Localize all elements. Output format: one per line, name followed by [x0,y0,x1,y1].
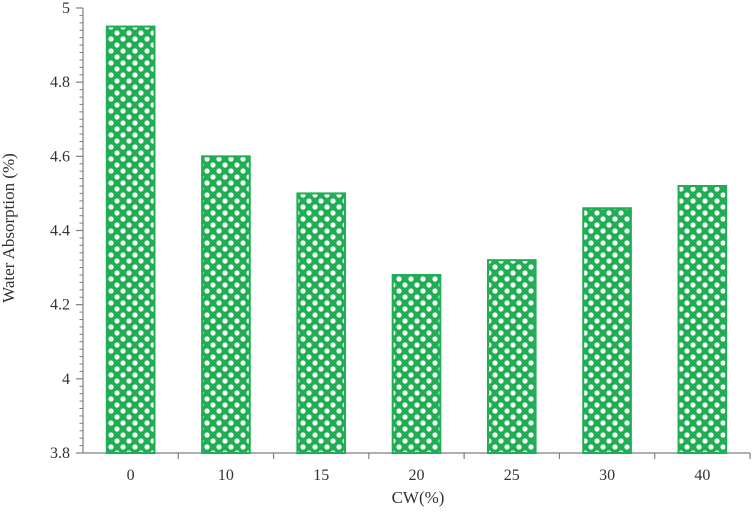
plot-area: 3.8 4 4.2 4.4 4.6 4.8 5 0 10 15 20 25 30 40 [50,0,751,484]
x-tick-label: 40 [694,467,710,484]
x-tick-label: 20 [409,467,425,484]
x-tick-label: 25 [504,467,520,484]
x-tick-label: 10 [218,467,234,484]
y-tick-label: 4 [62,371,70,388]
y-tick-label: 4.4 [50,223,70,240]
bar-30 [582,207,632,454]
x-axis-title: CW(%) [392,488,445,507]
y-tick-label: 5 [62,0,70,17]
bar-15 [296,192,347,455]
bar-25 [486,259,537,454]
bar-40 [677,185,728,454]
x-tick-label: 30 [599,467,615,484]
bar-20 [391,274,442,454]
bar-10 [201,155,251,454]
x-tick-label: 0 [127,467,135,484]
bar-0 [105,25,156,455]
x-tick-label: 15 [313,467,329,484]
y-tick-label: 4.8 [50,74,70,91]
y-tick-label: 4.6 [50,148,70,165]
y-tick-label: 3.8 [50,445,70,462]
y-axis-title: Water Absorption (%) [0,153,18,303]
y-tick-label: 4.2 [50,297,70,314]
